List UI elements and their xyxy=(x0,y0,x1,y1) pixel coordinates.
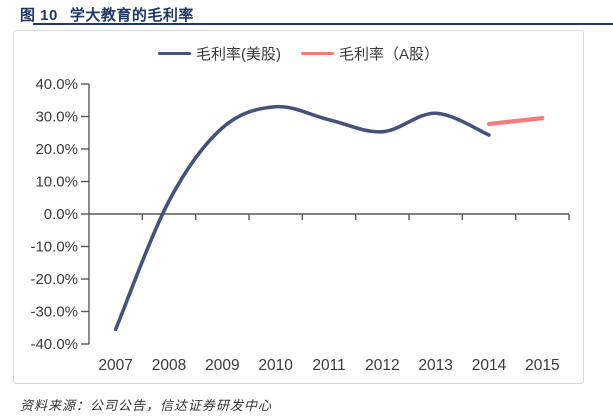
figure-number: 图 10 xyxy=(20,7,58,24)
x-tick-label: 2013 xyxy=(418,357,452,374)
a-series-swatch-icon xyxy=(300,51,334,56)
x-tick-label: 2011 xyxy=(312,357,345,374)
a-series-line xyxy=(486,116,545,127)
x-tick-label: 2009 xyxy=(205,357,239,374)
y-tick-label: -10.0% xyxy=(30,239,78,256)
y-tick-label: 10.0% xyxy=(35,174,78,191)
us-series-swatch-icon xyxy=(157,51,191,56)
y-tick-label: 20.0% xyxy=(35,141,78,158)
x-tick-label: 2010 xyxy=(258,357,293,374)
figure-title-row: 图 10 学大教育的毛利率 xyxy=(20,4,194,24)
y-tick-label: 0.0% xyxy=(44,206,78,223)
x-tick-label: 2007 xyxy=(98,357,132,374)
x-tick-label: 2008 xyxy=(152,357,186,374)
us-series-line xyxy=(113,104,491,332)
y-tick-label: -30.0% xyxy=(30,304,78,321)
source-note: 资料来源：公司公告，信达证券研发中心 xyxy=(20,398,273,413)
chart-panel: 40.0% 30.0% 20.0% 10.0% 0.0% -10.0% -20.0% -30.… xyxy=(13,30,584,384)
y-tick-label: 30.0% xyxy=(35,109,78,126)
legend-label-us: 毛利率(美股) xyxy=(195,46,281,63)
legend-item-us-stock: 毛利率(美股) xyxy=(157,43,281,64)
gross-margin-line-chart: 40.0% 30.0% 20.0% 10.0% 0.0% -10.0% -20.0% -30.… xyxy=(30,76,570,374)
y-tick-label: 40.0% xyxy=(35,76,78,93)
x-tick-label: 2015 xyxy=(525,357,559,374)
y-tick-label: -20.0% xyxy=(30,271,78,288)
x-tick-label: 2014 xyxy=(472,357,507,374)
x-tick-label: 2012 xyxy=(365,357,399,374)
legend-label-a: 毛利率（A股） xyxy=(338,46,439,63)
page-title: 学大教育的毛利率 xyxy=(69,7,194,24)
title-underline-rule xyxy=(33,23,613,25)
y-tick-label: -40.0% xyxy=(30,336,78,353)
legend-item-a-stock: 毛利率（A股） xyxy=(300,43,439,64)
chart-legend: 毛利率(美股) 毛利率（A股） xyxy=(14,43,583,64)
